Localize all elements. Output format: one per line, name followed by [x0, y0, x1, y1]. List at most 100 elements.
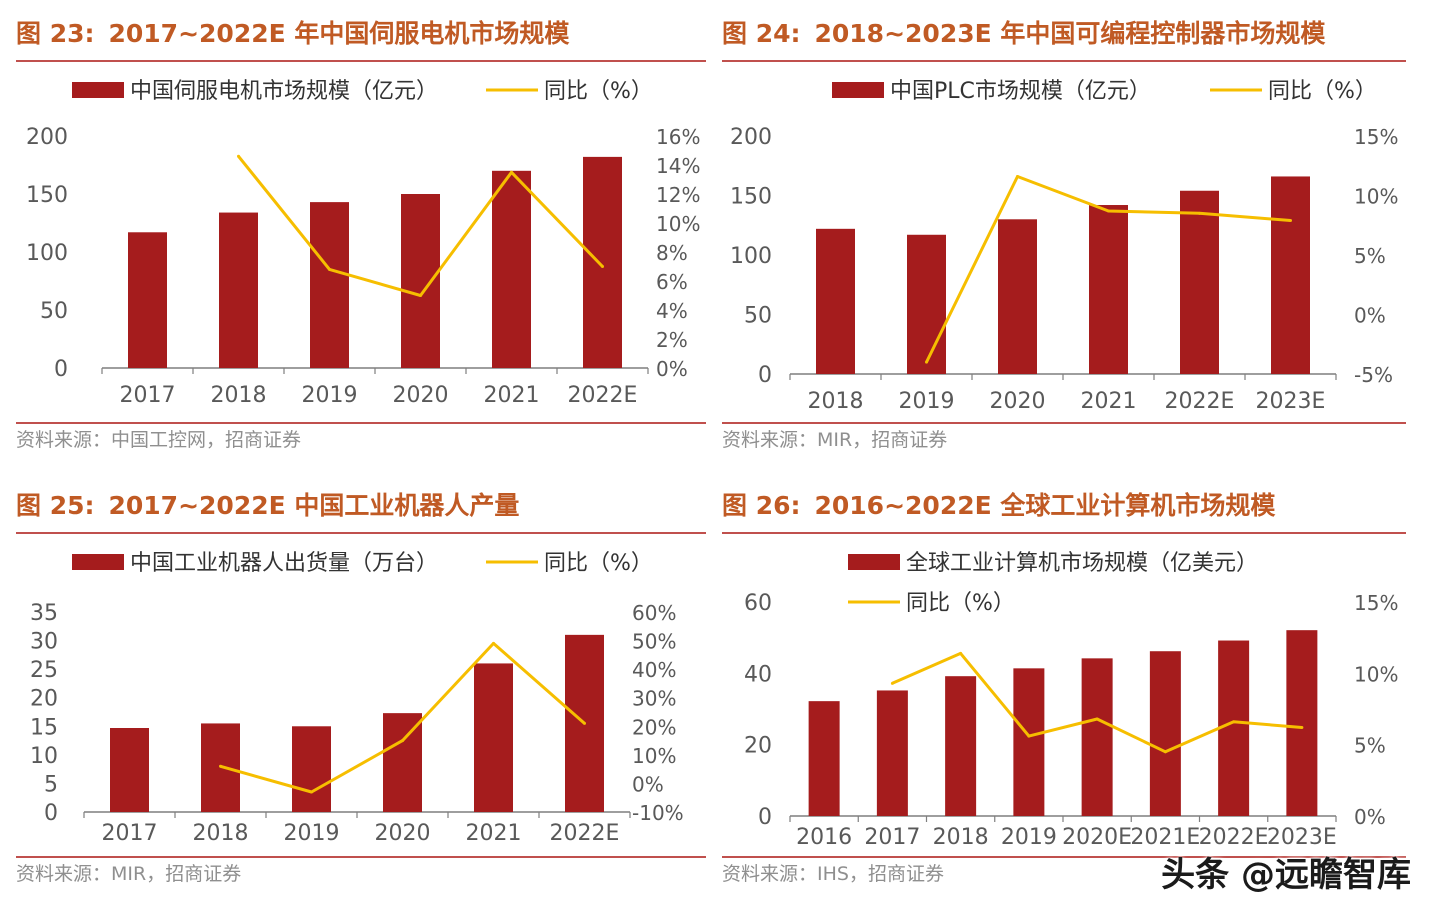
x-tick-label: 2017: [102, 821, 158, 846]
line-point: [1095, 717, 1099, 721]
x-tick-label: 2019: [284, 821, 340, 846]
x-tick-label: 2018: [933, 825, 989, 850]
y-tick-label: 50: [40, 299, 68, 324]
x-tick-label: 2017: [120, 383, 176, 408]
line-point: [959, 651, 963, 655]
x-tick-label: 2022E: [1199, 825, 1269, 850]
legend-label: 同比（%）: [544, 551, 653, 576]
figure-number: 图 23:: [16, 19, 95, 48]
y-tick-label: 35: [30, 601, 58, 626]
x-tick-label: 2019: [302, 383, 358, 408]
bar: [1149, 651, 1181, 816]
y-tick-label: 5: [44, 772, 58, 797]
bar: [1218, 640, 1250, 816]
chart-panel-fig24: 图 24: 2018~2023E 年中国可编程控制器市场规模 中国PLC市场规模（…: [722, 14, 1406, 472]
bar: [1286, 630, 1318, 816]
bar: [816, 228, 855, 374]
y-tick-label: 150: [26, 183, 68, 208]
figure-title: 2017~2022E 中国工业机器人产量: [108, 491, 520, 520]
line-point: [401, 739, 404, 743]
chart-source: 资料来源：IHS，招商证券: [722, 856, 1406, 892]
bar: [1271, 176, 1310, 374]
line-point: [328, 267, 331, 271]
bar: [1013, 668, 1045, 816]
bar: [219, 212, 258, 368]
y2-tick-label: 30%: [632, 687, 676, 711]
line-point: [583, 721, 586, 725]
y2-tick-label: 10%: [1354, 185, 1398, 209]
y-tick-label: 50: [744, 304, 772, 329]
bar: [401, 194, 440, 368]
chart-canvas: 中国PLC市场规模（亿元） 同比（%） 0 50 100 150 200 -5% 0% 5% 10%…: [730, 79, 1398, 414]
bar: [128, 232, 167, 368]
y2-tick-label: -5%: [1354, 363, 1393, 387]
line-point: [492, 641, 495, 645]
legend-swatch-bar: [72, 82, 124, 98]
x-tick-label: 2017: [864, 825, 920, 850]
bar: [1180, 190, 1219, 374]
y2-tick-label: 60%: [632, 601, 676, 625]
bar: [1089, 205, 1128, 374]
y2-tick-label: 0%: [656, 357, 688, 381]
legend-swatch-bar: [832, 82, 884, 98]
bar: [998, 219, 1037, 374]
x-tick-label: 2021: [466, 821, 522, 846]
y2-tick-label: -10%: [632, 801, 684, 825]
line-point: [510, 170, 513, 174]
y-tick-label: 20: [30, 687, 58, 712]
y2-tick-label: 6%: [656, 270, 688, 294]
line-point: [925, 360, 928, 364]
bar: [292, 726, 331, 812]
line-point: [219, 764, 222, 768]
legend-label: 中国伺服电机市场规模（亿元）: [130, 79, 438, 104]
chart-title: 图 26: 2016~2022E 全球工业计算机市场规模: [722, 486, 1406, 534]
y-tick-label: 60: [744, 591, 772, 616]
y2-tick-label: 0%: [1354, 304, 1386, 328]
x-tick-label: 2021: [1081, 389, 1137, 414]
bar: [110, 728, 149, 812]
line-point: [1107, 209, 1110, 213]
y2-tick-label: 12%: [656, 183, 700, 207]
chart-canvas: 中国工业机器人出货量（万台） 同比（%） 0 5 10 15 20 25 30 35 -10% 0% 1…: [30, 551, 684, 846]
y-tick-label: 100: [26, 241, 68, 266]
y2-tick-label: 10%: [656, 212, 700, 236]
x-tick-label: 2021E: [1130, 825, 1200, 850]
y2-tick-label: 4%: [656, 299, 688, 323]
legend-label: 中国工业机器人出货量（万台）: [130, 551, 438, 576]
y2-tick-label: 0%: [1354, 805, 1386, 829]
bar: [808, 701, 840, 816]
bar: [492, 170, 531, 368]
line-point: [601, 265, 604, 268]
y2-tick-label: 8%: [656, 241, 688, 265]
x-tick-label: 2022E: [568, 383, 638, 408]
legend-label: 中国PLC市场规模（亿元）: [890, 79, 1151, 104]
y2-tick-label: 15%: [1354, 125, 1398, 149]
x-tick-label: 2023E: [1267, 825, 1337, 850]
figure-title: 2016~2022E 全球工业计算机市场规模: [814, 491, 1276, 520]
x-tick-label: 2016: [796, 825, 852, 850]
x-tick-label: 2021: [484, 383, 540, 408]
x-tick-label: 2022E: [1165, 389, 1235, 414]
chart-title: 图 25: 2017~2022E 中国工业机器人产量: [16, 486, 706, 534]
y-tick-label: 0: [44, 801, 58, 826]
line-point: [1016, 174, 1019, 178]
x-tick-label: 2019: [1001, 825, 1057, 850]
x-tick-label: 2022E: [550, 821, 620, 846]
bar: [474, 663, 513, 812]
y-tick-label: 20: [744, 734, 772, 759]
x-tick-label: 2018: [211, 383, 267, 408]
chart-source: 资料来源：MIR，招商证券: [16, 856, 706, 892]
chart-canvas: 全球工业计算机市场规模（亿美元） 同比（%） 0 20 40 60 0% 5% 10% 15% 20…: [744, 551, 1398, 850]
x-tick-label: 2023E: [1256, 389, 1326, 414]
bar: [310, 202, 349, 368]
x-tick-label: 2020E: [1062, 825, 1132, 850]
x-tick-label: 2018: [808, 389, 864, 414]
x-tick-label: 2020: [990, 389, 1046, 414]
y2-tick-label: 20%: [632, 715, 676, 739]
y2-tick-label: 10%: [632, 744, 676, 768]
figure-number: 图 25:: [16, 491, 95, 520]
chart-title: 图 23: 2017~2022E 年中国伺服电机市场规模: [16, 14, 706, 62]
figure-title: 2018~2023E 年中国可编程控制器市场规模: [814, 19, 1326, 48]
legend-swatch-bar: [72, 554, 124, 570]
y2-tick-label: 2%: [656, 328, 688, 352]
